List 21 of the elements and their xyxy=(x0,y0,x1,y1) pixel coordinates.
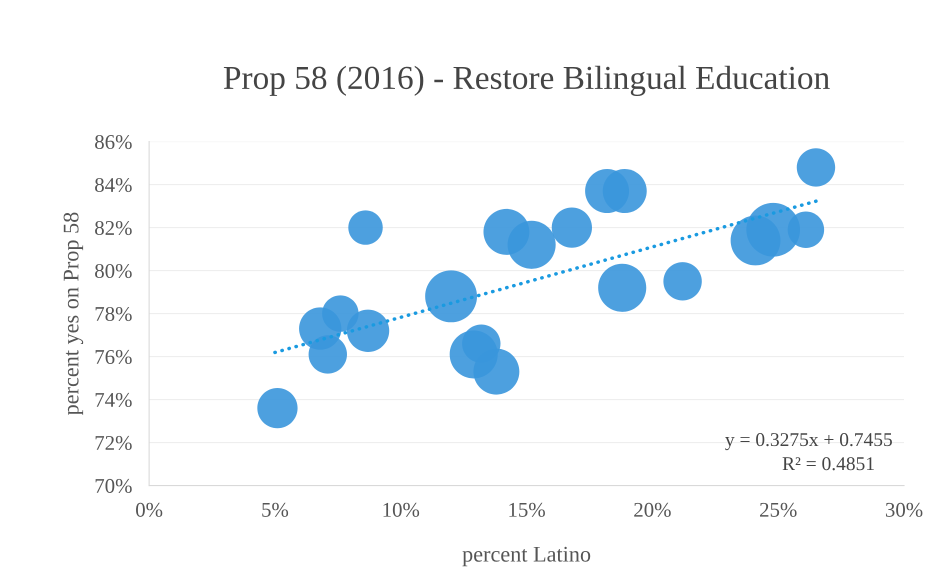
y-tick-label: 76% xyxy=(96,350,132,364)
y-tick-label: 72% xyxy=(96,436,132,450)
x-tick-label: 10% xyxy=(384,502,420,517)
annotation: y = 0.3275x + 0.7455 xyxy=(725,433,892,450)
x-tick-label: 25% xyxy=(760,502,797,517)
x-tick-label: 30% xyxy=(886,502,922,517)
y-tick-label: 74% xyxy=(96,392,132,408)
x-tick-label: 20% xyxy=(634,502,671,517)
y-tick-label: 86% xyxy=(95,134,132,150)
y-tick-label: 70% xyxy=(96,478,132,494)
y-tick-label: 82% xyxy=(95,220,132,236)
y-tick-label: 80% xyxy=(95,264,132,278)
chart-title: Prop 58 (2016) - Restore Bilingual Education xyxy=(224,66,830,96)
y-axis-title: percent yes on Prop 58 xyxy=(64,212,84,416)
x-tick-label: 5% xyxy=(262,502,288,517)
y-tick-label: 84% xyxy=(95,178,132,192)
x-axis-title: percent Latino xyxy=(462,546,590,566)
x-tick-label: 0% xyxy=(136,502,162,517)
x-tick-label: 15% xyxy=(509,502,545,517)
annotation: R² = 0.4851 xyxy=(782,457,874,470)
y-tick-label: 78% xyxy=(96,306,132,322)
